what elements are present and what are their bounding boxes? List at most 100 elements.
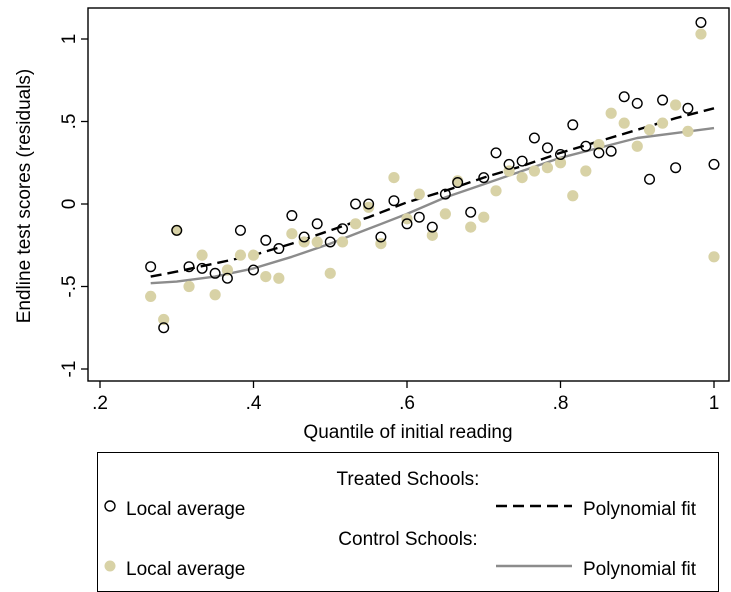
control-point: [145, 290, 157, 302]
control-point: [541, 162, 554, 174]
control-point: [528, 165, 541, 177]
legend-heading-treated: Treated Schools:: [336, 469, 480, 490]
chart: .2 .4 .6 .8 1 -1 -.5 0 .5 1 Quantile of initial …: [14, 7, 730, 443]
treated-point: [503, 158, 515, 170]
treated-point: [196, 262, 208, 274]
control-point: [221, 264, 234, 276]
y-tick-label: 0: [59, 199, 80, 210]
control-point: [643, 124, 656, 136]
legend-control-marker-label: Local average: [126, 559, 246, 580]
x-tick-label: .8: [553, 393, 569, 414]
y-tick-label: -1: [59, 361, 80, 378]
control-point: [516, 172, 528, 184]
treated-point: [426, 221, 438, 233]
treated-point: [260, 234, 272, 246]
control-point: [618, 117, 630, 129]
legend-heading-control: Control Schools:: [338, 529, 478, 550]
treated-point: [298, 231, 310, 243]
treated-point: [363, 198, 375, 210]
treated-point: [247, 264, 259, 276]
control-point: [158, 313, 170, 326]
control-point: [554, 157, 567, 169]
y-tick-label: 1: [59, 34, 80, 45]
control-point: [273, 272, 285, 284]
y-axis: -1 -.5 0 .5 1: [59, 34, 88, 378]
control-point: [605, 107, 617, 119]
legend: Treated Schools: Local average Polynomia…: [97, 452, 719, 592]
control-point: [439, 208, 451, 220]
treated-point: [452, 177, 464, 189]
treated-point: [413, 211, 425, 223]
control-point: [708, 251, 720, 263]
treated-fit-line: [150, 107, 715, 278]
legend-dashed-line-icon: [496, 504, 572, 508]
y-tick-label: -.5: [59, 275, 80, 297]
treated-point: [234, 224, 246, 236]
treated-point: [541, 142, 553, 154]
control-point: [247, 249, 260, 261]
treated-point: [337, 223, 349, 235]
treated-point: [605, 145, 617, 157]
treated-point: [375, 231, 387, 243]
legend-control-line-label: Polynomial fit: [583, 559, 696, 580]
y-axis-label: Endline test scores (residuals): [14, 69, 35, 324]
treated-point: [183, 261, 195, 273]
control-point: [593, 139, 605, 151]
treated-point: [478, 172, 490, 184]
control-point: [260, 271, 272, 283]
treated-point: [593, 147, 605, 159]
treated-point: [171, 224, 183, 236]
x-tick-label: .6: [399, 393, 415, 414]
control-point: [171, 224, 183, 236]
legend-hollow-circle-icon: [104, 500, 116, 512]
treated-point: [311, 218, 323, 230]
control-point: [183, 280, 195, 293]
control-point: [567, 190, 579, 202]
control-point: [388, 172, 400, 184]
control-point: [349, 218, 362, 230]
legend-treated-line-label: Polynomial fit: [583, 499, 696, 520]
treated-point: [682, 102, 694, 114]
control-point: [490, 185, 502, 197]
treated-point: [580, 140, 592, 152]
treated-point: [528, 132, 540, 144]
treated-point: [401, 218, 413, 230]
treated-point: [158, 322, 170, 334]
treated-point: [516, 155, 528, 167]
control-point: [234, 249, 247, 261]
treated-point: [286, 210, 298, 222]
x-tick-label: 1: [709, 393, 720, 414]
treated-point: [555, 148, 567, 160]
control-point: [656, 117, 669, 129]
control-point: [336, 236, 349, 248]
treated-point: [209, 267, 221, 279]
treated-point: [708, 158, 720, 170]
treated-point: [670, 162, 682, 174]
legend-filled-circle-icon: [104, 560, 116, 572]
legend-solid-line-icon: [496, 564, 572, 568]
x-tick-label: .4: [246, 393, 262, 414]
treated-point: [350, 198, 362, 210]
control-point: [363, 201, 375, 213]
plot-frame: [87, 7, 730, 382]
control-point: [465, 221, 477, 233]
treated-point: [465, 206, 477, 218]
treated-point: [145, 261, 157, 273]
treated-point: [657, 94, 669, 106]
treated-point: [221, 272, 233, 284]
data-points: [145, 17, 720, 334]
treated-point: [439, 188, 451, 200]
treated-point: [324, 236, 336, 248]
control-point: [478, 211, 490, 223]
y-tick-label: .5: [59, 114, 80, 130]
control-point: [670, 99, 682, 111]
control-point: [413, 188, 425, 200]
control-point: [682, 125, 694, 137]
control-point: [631, 140, 643, 152]
x-axis: .2 .4 .6 .8 1: [92, 381, 719, 414]
treated-point: [388, 195, 400, 207]
treated-point: [567, 119, 579, 131]
control-point: [324, 267, 336, 279]
control-point: [286, 228, 298, 240]
control-point: [196, 249, 208, 261]
